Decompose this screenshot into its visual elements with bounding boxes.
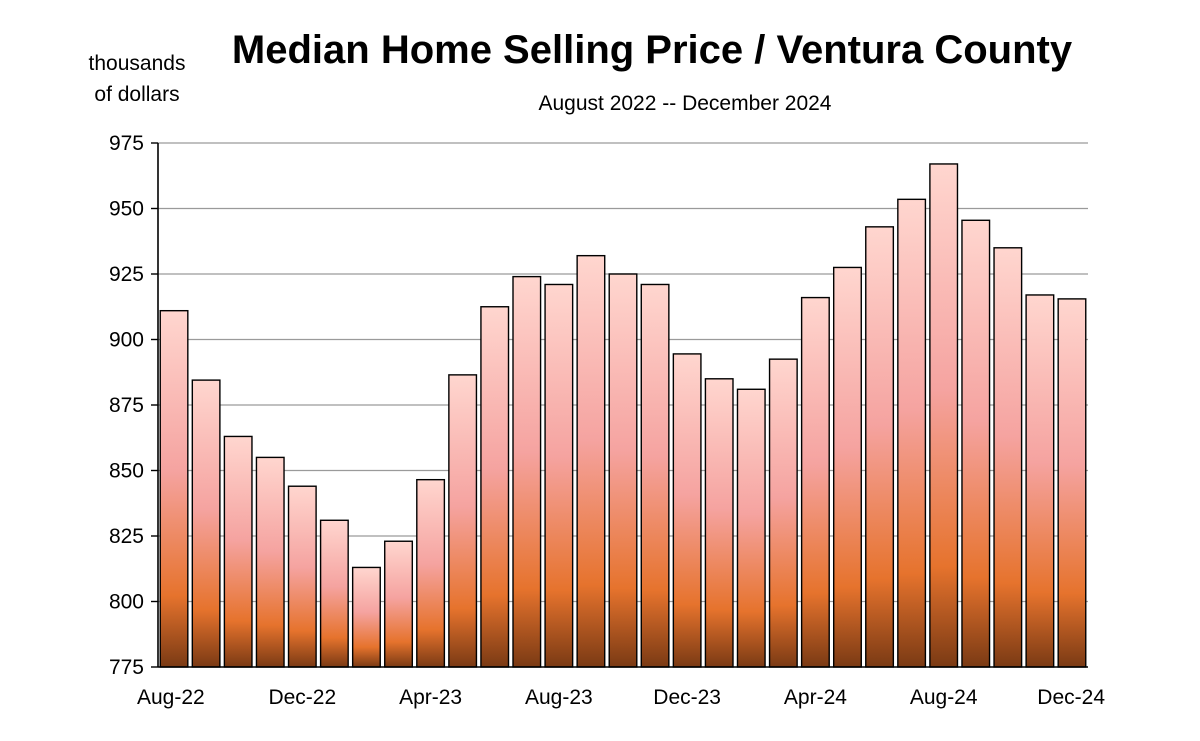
x-tick-label: Apr-23 xyxy=(399,686,462,709)
bar-jul-24 xyxy=(897,198,927,668)
y-tick-labels: 775 800 825 850 875 900 925 950 975 xyxy=(109,132,144,679)
bar-aug-22 xyxy=(159,309,189,668)
axes xyxy=(151,142,1088,668)
y-unit-label-line2: of dollars xyxy=(94,83,179,106)
x-tick-label: Dec-24 xyxy=(1037,686,1105,709)
bar-jun-24 xyxy=(865,226,895,668)
x-tick-labels: Aug-22 Dec-22 Apr-23 Aug-23 Dec-23 Apr-24 Aug-… xyxy=(137,686,1105,709)
bar-oct-24 xyxy=(993,247,1023,668)
y-tick-label: 975 xyxy=(109,132,144,155)
chart-subtitle: August 2022 -- December 2024 xyxy=(538,92,831,115)
bar-mar-24 xyxy=(768,358,798,668)
y-tick-label: 775 xyxy=(109,656,144,679)
bar-dec-24 xyxy=(1057,298,1087,668)
y-tick-label: 925 xyxy=(109,263,144,286)
x-tick-label: Dec-23 xyxy=(653,686,721,709)
x-tick-label: Dec-22 xyxy=(268,686,336,709)
bar-sep-22 xyxy=(191,379,221,668)
bar-jul-23 xyxy=(512,275,542,668)
bar-may-24 xyxy=(832,266,862,668)
y-tick-label: 875 xyxy=(109,394,144,417)
bar-feb-23 xyxy=(351,566,381,668)
y-tick-label: 825 xyxy=(109,525,144,548)
x-tick-label: Aug-22 xyxy=(137,686,205,709)
bar-aug-24 xyxy=(929,163,959,668)
bar-oct-22 xyxy=(223,435,253,668)
x-tick-label: Apr-24 xyxy=(784,686,847,709)
y-tick-label: 850 xyxy=(109,460,144,483)
bar-jan-23 xyxy=(319,519,349,668)
y-unit-label-line1: thousands xyxy=(89,52,186,75)
bar-apr-24 xyxy=(800,296,830,668)
bar-jun-23 xyxy=(480,306,510,668)
chart-title: Median Home Selling Price / Ventura Coun… xyxy=(232,28,1073,72)
bar-nov-23 xyxy=(640,283,670,668)
y-tick-label: 950 xyxy=(109,198,144,221)
y-tick-label: 900 xyxy=(109,329,144,352)
bar-aug-23 xyxy=(544,283,574,668)
bars xyxy=(159,163,1087,668)
bar-nov-22 xyxy=(255,456,285,668)
bar-jan-24 xyxy=(704,378,734,668)
bar-sep-24 xyxy=(961,219,991,668)
y-tick-label: 800 xyxy=(109,591,144,614)
x-tick-label: Aug-23 xyxy=(525,686,593,709)
bar-dec-22 xyxy=(287,485,317,668)
bar-apr-23 xyxy=(416,478,446,668)
x-tick-label: Aug-24 xyxy=(910,686,978,709)
bar-feb-24 xyxy=(736,388,766,668)
bar-mar-23 xyxy=(384,540,414,668)
bar-dec-23 xyxy=(672,353,702,668)
bar-nov-24 xyxy=(1025,294,1055,668)
bar-may-23 xyxy=(448,374,478,668)
bar-oct-23 xyxy=(608,273,638,668)
bar-sep-23 xyxy=(576,254,606,668)
